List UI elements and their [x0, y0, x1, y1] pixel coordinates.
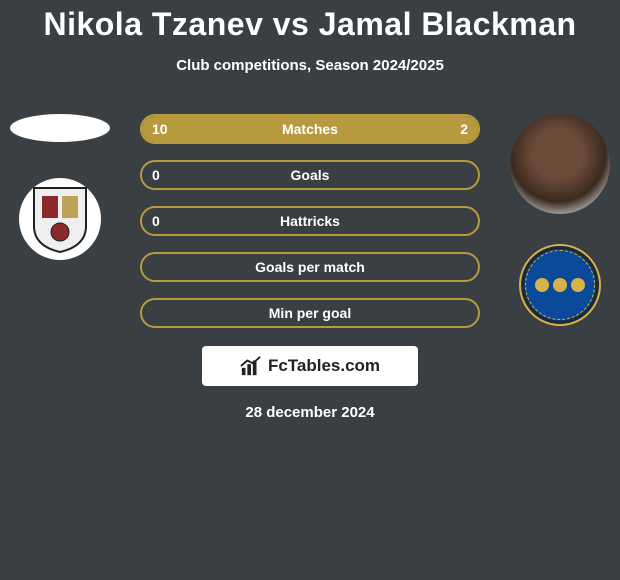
player2-club-badge [519, 244, 601, 326]
stat-label: Goals per match [142, 254, 478, 280]
subtitle: Club competitions, Season 2024/2025 [0, 57, 620, 74]
player2-name: Jamal Blackman [319, 6, 577, 42]
branding-box[interactable]: FcTables.com [202, 346, 418, 386]
stat-row-hattricks: 0 Hattricks [140, 206, 480, 236]
stat-label: Matches [142, 116, 478, 142]
stat-value-right [458, 208, 478, 234]
player1-avatar [10, 114, 110, 142]
stat-label: Min per goal [142, 300, 478, 326]
stat-rows: 10 Matches 2 0 Goals 0 Hattricks Goals p… [140, 114, 480, 328]
stat-row-min-per-goal: Min per goal [140, 298, 480, 328]
stat-value-right [458, 162, 478, 188]
branding-text: FcTables.com [268, 356, 380, 376]
player2-column [500, 114, 620, 326]
stat-row-matches: 10 Matches 2 [140, 114, 480, 144]
bar-chart-icon [240, 355, 262, 377]
stat-row-goals-per-match: Goals per match [140, 252, 480, 282]
page-title: Nikola Tzanev vs Jamal Blackman [0, 0, 620, 43]
stat-value-right: 2 [450, 116, 478, 142]
shrewsbury-lions-icon [535, 278, 585, 292]
stat-value-right [458, 254, 478, 280]
vs-label: vs [273, 6, 310, 42]
player1-column [0, 114, 120, 260]
northampton-shield-icon [30, 184, 90, 254]
player1-name: Nikola Tzanev [43, 6, 263, 42]
stat-value-right [458, 300, 478, 326]
stat-row-goals: 0 Goals [140, 160, 480, 190]
stat-label: Goals [142, 162, 478, 188]
player1-club-badge [19, 178, 101, 260]
date-label: 28 december 2024 [0, 404, 620, 421]
player2-avatar [510, 114, 610, 214]
stat-label: Hattricks [142, 208, 478, 234]
comparison-content: 10 Matches 2 0 Goals 0 Hattricks Goals p… [0, 114, 620, 421]
